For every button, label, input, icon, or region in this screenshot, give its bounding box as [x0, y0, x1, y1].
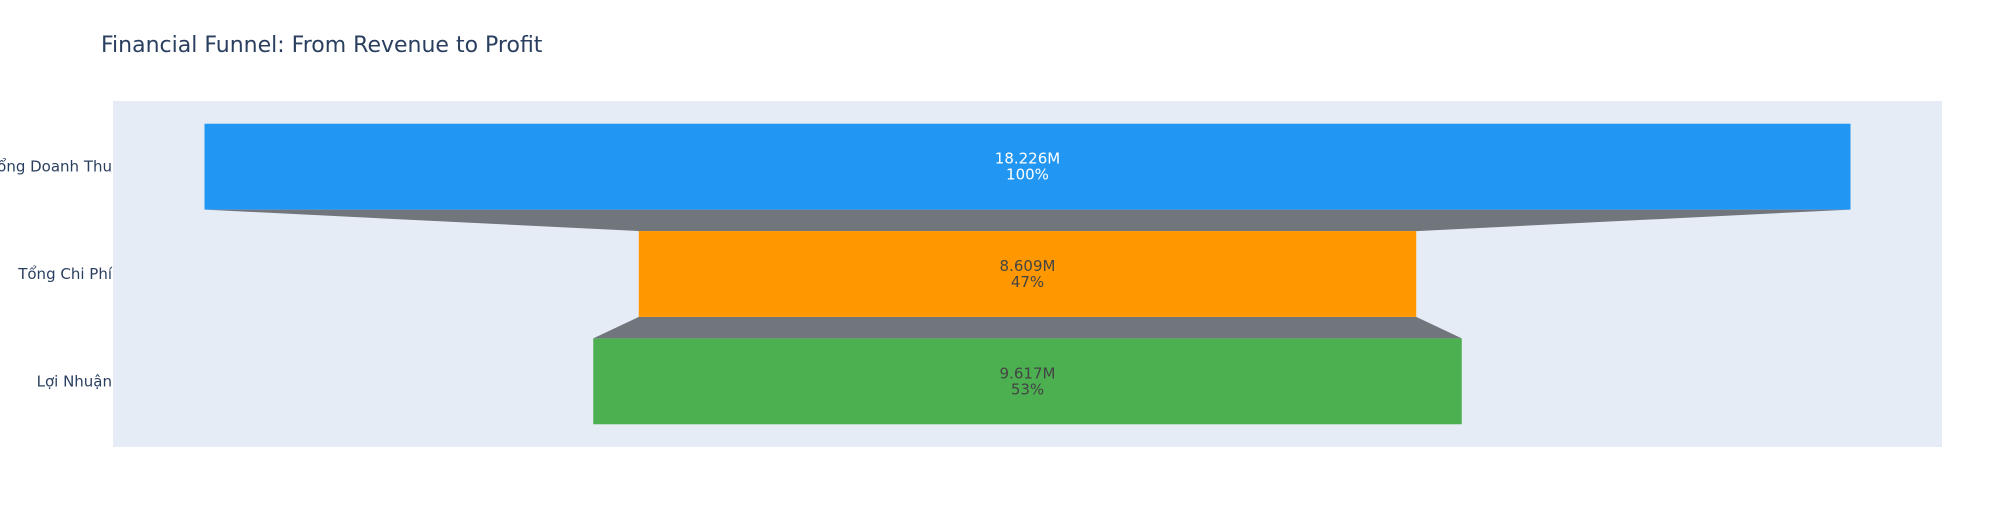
y-tick-label: Lợi Nhuận [37, 372, 112, 390]
bar-percent-label: 53% [1011, 380, 1044, 398]
funnel-bar-2 [638, 231, 1417, 317]
funnel-connectors [204, 209, 1851, 339]
bar-percent-label: 47% [1011, 273, 1044, 291]
funnel-bars [204, 123, 1851, 425]
bar-value-label: 8.609M [1000, 257, 1056, 275]
bar-value-label: 18.226M [995, 150, 1060, 168]
bar-value-label: 9.617M [1000, 364, 1056, 382]
y-tick-label: Tổng Doanh Thu [0, 158, 112, 176]
chart-title: Financial Funnel: From Revenue to Profit [101, 33, 543, 58]
funnel-bar-3 [593, 338, 1462, 425]
funnel-bar-1 [204, 123, 1851, 210]
bar-percent-label: 100% [1006, 166, 1049, 184]
y-tick-label: Tổng Chi Phí [17, 265, 113, 283]
funnel-connector-2 [593, 316, 1462, 339]
y-axis-ticks: Tổng Doanh Thu Tổng Chi Phí Lợi Nhuận [0, 158, 113, 391]
funnel-connector-1 [204, 209, 1851, 232]
